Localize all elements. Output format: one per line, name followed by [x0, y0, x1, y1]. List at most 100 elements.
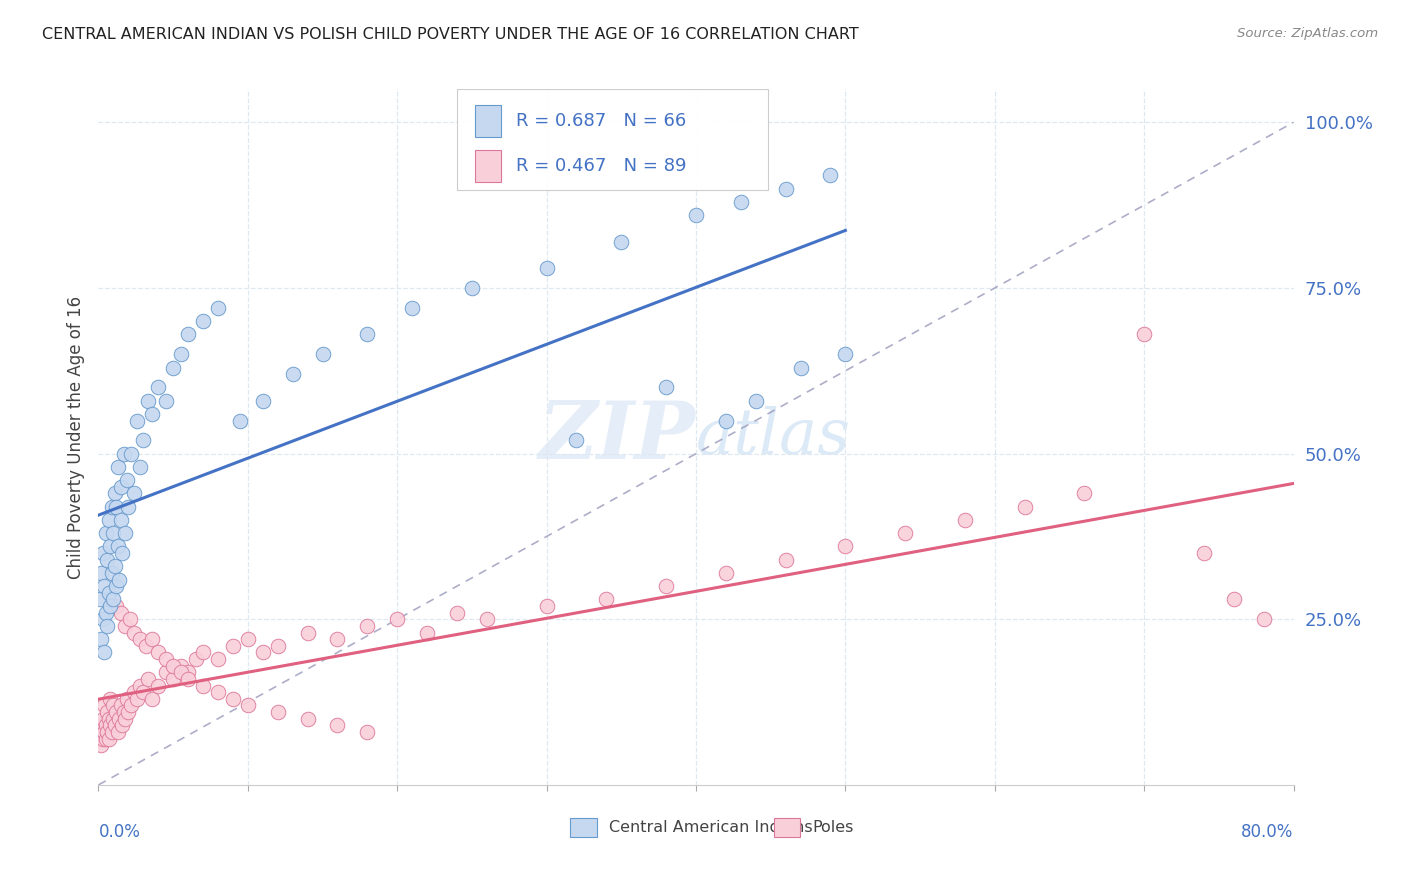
Point — [655, 579, 678, 593]
Point — [685, 208, 707, 222]
Point — [267, 639, 290, 653]
Point — [730, 194, 752, 209]
Point — [112, 705, 135, 719]
Point — [120, 698, 142, 713]
Point — [101, 566, 124, 580]
Point — [104, 486, 127, 500]
Point — [114, 619, 136, 633]
Point — [98, 718, 122, 732]
Point — [714, 413, 737, 427]
Point — [98, 691, 122, 706]
Point — [98, 599, 122, 613]
Point — [103, 698, 125, 713]
FancyBboxPatch shape — [773, 818, 800, 837]
Point — [105, 705, 128, 719]
Point — [90, 566, 112, 580]
Point — [120, 447, 142, 461]
Point — [89, 731, 111, 746]
Point — [91, 731, 114, 746]
Point — [118, 612, 141, 626]
Point — [93, 645, 115, 659]
Point — [93, 725, 115, 739]
Point — [129, 632, 152, 647]
Point — [103, 712, 125, 726]
Point — [207, 685, 229, 699]
Point — [94, 606, 117, 620]
Point — [229, 413, 252, 427]
Point — [107, 540, 129, 554]
Point — [110, 480, 132, 494]
Text: CENTRAL AMERICAN INDIAN VS POLISH CHILD POVERTY UNDER THE AGE OF 16 CORRELATION : CENTRAL AMERICAN INDIAN VS POLISH CHILD … — [42, 27, 859, 42]
Point — [97, 712, 120, 726]
Point — [124, 625, 146, 640]
Point — [93, 698, 115, 713]
Point — [536, 261, 558, 276]
Point — [96, 725, 118, 739]
Point — [775, 181, 797, 195]
Point — [101, 500, 124, 514]
Point — [111, 546, 134, 560]
Point — [117, 500, 139, 514]
Point — [115, 473, 138, 487]
Point — [894, 526, 917, 541]
Point — [127, 413, 149, 427]
Point — [132, 685, 155, 699]
Point — [297, 712, 319, 726]
Point — [155, 665, 177, 680]
Point — [610, 235, 633, 249]
Point — [162, 672, 184, 686]
Point — [94, 526, 117, 541]
Text: 0.0%: 0.0% — [98, 823, 141, 841]
Point — [162, 360, 184, 375]
Point — [536, 599, 558, 613]
Point — [191, 679, 214, 693]
Point — [184, 652, 207, 666]
Text: atlas: atlas — [696, 406, 851, 468]
Point — [252, 393, 274, 408]
Point — [416, 625, 439, 640]
Point — [129, 459, 152, 474]
Point — [236, 632, 259, 647]
Point — [141, 407, 163, 421]
FancyBboxPatch shape — [457, 89, 768, 190]
Point — [110, 606, 132, 620]
Point — [103, 526, 125, 541]
Point — [297, 625, 319, 640]
Point — [141, 691, 163, 706]
FancyBboxPatch shape — [475, 105, 501, 136]
Point — [162, 658, 184, 673]
Point — [714, 566, 737, 580]
Point — [124, 486, 146, 500]
FancyBboxPatch shape — [475, 150, 501, 182]
Point — [169, 347, 191, 361]
Text: Poles: Poles — [811, 820, 853, 835]
Point — [1133, 327, 1156, 342]
Text: R = 0.467   N = 89: R = 0.467 N = 89 — [516, 157, 686, 175]
Point — [565, 434, 588, 448]
Point — [107, 459, 129, 474]
Point — [169, 665, 191, 680]
Point — [475, 612, 498, 626]
Point — [136, 393, 159, 408]
Point — [97, 586, 120, 600]
Point — [595, 592, 617, 607]
Point — [401, 301, 423, 315]
Point — [96, 705, 118, 719]
Point — [108, 712, 131, 726]
Point — [94, 731, 117, 746]
Point — [953, 513, 976, 527]
Point — [91, 612, 114, 626]
Point — [191, 314, 214, 328]
Point — [94, 718, 117, 732]
Point — [124, 685, 146, 699]
Point — [90, 718, 112, 732]
Point — [93, 579, 115, 593]
Point — [655, 380, 678, 394]
Point — [97, 513, 120, 527]
Point — [96, 552, 118, 566]
Point — [107, 725, 129, 739]
Point — [169, 658, 191, 673]
Text: R = 0.687   N = 66: R = 0.687 N = 66 — [516, 112, 686, 130]
Point — [105, 599, 128, 613]
Point — [326, 718, 349, 732]
